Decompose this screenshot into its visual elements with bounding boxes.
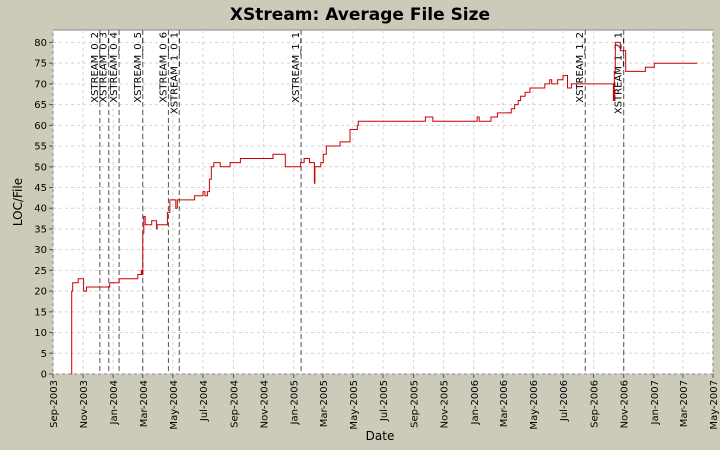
- x-tick-label: May-2007: [709, 380, 720, 430]
- x-tick-label: Sep-2005: [410, 380, 421, 428]
- plot-area: [52, 29, 714, 375]
- version-marker-label: XSTREAM_0_4: [109, 32, 120, 103]
- x-tick-label: Jan-2004: [109, 380, 120, 425]
- version-marker-label: XSTREAM_1_1: [291, 32, 302, 103]
- version-marker-label: XSTREAM_0_6: [158, 32, 169, 103]
- x-tick-label: Nov-2005: [440, 380, 451, 428]
- x-tick-label: Nov-2006: [620, 380, 631, 428]
- x-tick-label: Jul-2006: [559, 380, 570, 422]
- y-tick-label: 15: [34, 307, 47, 318]
- y-tick-label: 5: [41, 349, 47, 360]
- x-tick-label: Jan-2005: [290, 380, 301, 425]
- y-tick-label: 70: [34, 79, 47, 90]
- version-marker-label: XSTREAM_0_3: [99, 32, 110, 103]
- y-tick-label: 0: [41, 370, 47, 381]
- x-tick-label: May-2006: [529, 380, 540, 430]
- version-marker-label: XSTREAM_0_2: [90, 32, 101, 103]
- y-tick-label: 60: [34, 121, 47, 132]
- y-tick-label: 35: [34, 224, 47, 235]
- y-tick-label: 10: [34, 328, 47, 339]
- y-tick-label: 30: [34, 245, 47, 256]
- x-tick-label: Nov-2004: [260, 380, 271, 428]
- x-tick-label: Mar-2004: [139, 380, 150, 427]
- y-tick-label: 65: [34, 100, 47, 111]
- x-axis: Sep-2003 Nov-2003 Jan-2004 Mar-2004 May-2004…: [49, 374, 720, 430]
- y-tick-label: 40: [34, 204, 47, 215]
- x-tick-label: Jan-2007: [650, 380, 661, 425]
- y-axis: 0 5 10 15 20 25 30 35 40 45 50 55 60 65 70 75 80: [34, 38, 53, 381]
- x-tick-label: Mar-2005: [319, 380, 330, 427]
- version-marker-label: XSTREAM_0_5: [133, 32, 144, 103]
- x-tick-label: Jul-2004: [199, 380, 210, 422]
- y-tick-label: 80: [34, 38, 47, 49]
- x-tick-label: Mar-2006: [499, 380, 510, 427]
- y-tick-label: 45: [34, 183, 47, 194]
- version-marker-label: XSTREAM_1_0_1: [169, 32, 180, 114]
- x-tick-label: May-2004: [169, 380, 180, 430]
- grid: [52, 30, 714, 375]
- x-tick-label: Nov-2003: [79, 380, 90, 428]
- series-group: [71, 41, 698, 375]
- y-axis-label: LOC/File: [11, 178, 25, 226]
- x-tick-label: May-2005: [349, 380, 360, 430]
- x-tick-label: Sep-2003: [49, 380, 60, 428]
- x-tick-label: Mar-2007: [679, 380, 690, 427]
- x-tick-label: Jul-2005: [379, 380, 390, 422]
- chart-title: XStream: Average File Size: [230, 5, 490, 25]
- version-marker-label: XSTREAM_1_2: [575, 32, 586, 103]
- y-tick-label: 55: [34, 142, 47, 153]
- y-tick-label: 50: [34, 162, 47, 173]
- x-tick-label: Sep-2006: [590, 380, 601, 428]
- y-tick-label: 20: [34, 287, 47, 298]
- x-axis-label: Date: [366, 429, 395, 443]
- version-marker-label: XSTREAM_1_2_1: [614, 32, 625, 114]
- x-tick-label: Jan-2006: [470, 380, 481, 425]
- series-line: [71, 41, 698, 375]
- x-tick-label: Sep-2004: [230, 380, 241, 428]
- y-tick-label: 25: [34, 266, 47, 277]
- y-tick-label: 75: [34, 59, 47, 70]
